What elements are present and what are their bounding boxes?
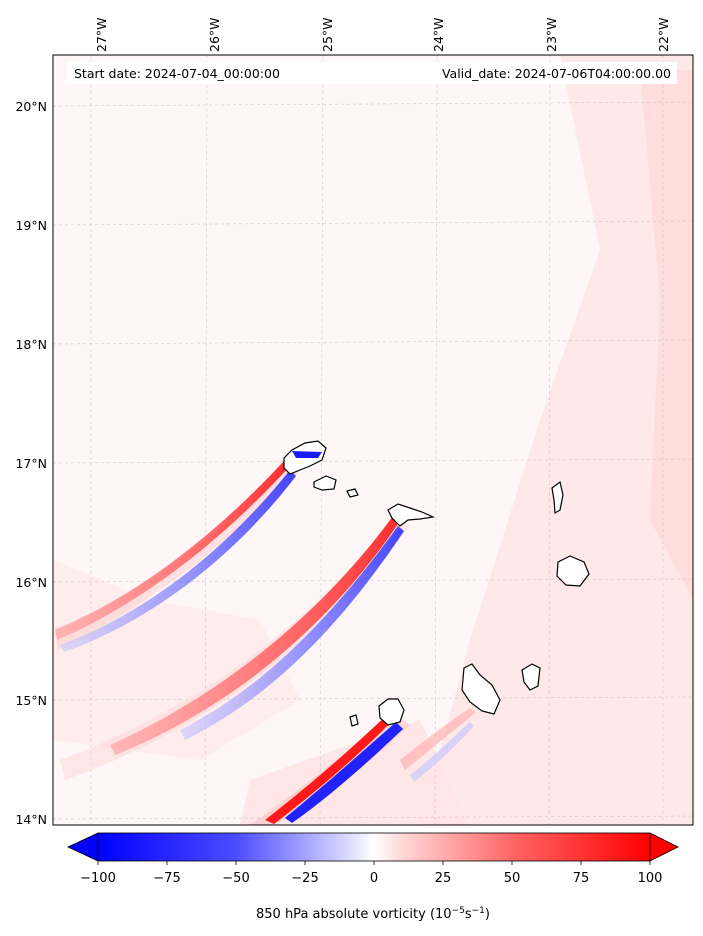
island-brava [349, 714, 359, 727]
island-santiago [461, 663, 501, 715]
lon-label: 25°W [320, 17, 335, 52]
map-panel: Start date: 2024-07-04_00:00:00 Valid_da… [53, 55, 693, 825]
coastlines [283, 440, 590, 727]
island-fogo [378, 698, 405, 726]
colorbar-tick-label: 25 [435, 871, 452, 886]
island-sao-vicente [313, 475, 337, 491]
island-maio [521, 663, 541, 691]
lat-label: 16°N [15, 575, 47, 590]
colorbar-title: 850 hPa absolute vorticity (10−5s−1) [256, 906, 490, 922]
lon-label: 22°W [656, 17, 671, 52]
colorbar-tick-label: −100 [80, 871, 116, 886]
vorticity-streak-north [55, 460, 300, 652]
lon-label: 27°W [94, 17, 109, 52]
lat-label: 18°N [15, 337, 47, 352]
colorbar-tick-label: −25 [291, 871, 318, 886]
vorticity-positive-field [420, 55, 693, 825]
lat-label: 14°N [15, 812, 47, 827]
island-santa-luzia [346, 488, 359, 498]
colorbar-tick-label: 50 [504, 871, 521, 886]
latitude-labels: 20°N 19°N 18°N 17°N 16°N 15°N 14°N [15, 99, 47, 827]
lat-label: 15°N [15, 693, 47, 708]
colorbar-min-extend [67, 832, 99, 862]
colorbar-gradient [97, 832, 651, 862]
lon-label: 24°W [431, 17, 446, 52]
island-sao-nicolau [387, 503, 436, 527]
lat-label: 17°N [15, 456, 47, 471]
island-boa-vista [556, 555, 590, 587]
map-frame [52, 54, 694, 826]
lat-label: 20°N [15, 99, 47, 114]
vorticity-streak-middle [60, 515, 410, 780]
vorticity-positive-field [640, 70, 693, 600]
colorbar: −100 −75 −50 −25 0 25 50 75 100 850 hPa … [67, 832, 679, 922]
longitude-labels: 27°W 26°W 25°W 24°W 23°W 22°W [94, 17, 671, 52]
graticule [53, 55, 693, 825]
colorbar-tick-label: 100 [638, 871, 663, 886]
colorbar-max-extend [649, 832, 679, 862]
start-date-label: Start date: 2024-07-04_00:00:00 [74, 66, 280, 81]
colorbar-tick-label: 75 [573, 871, 590, 886]
header-box [67, 62, 677, 84]
colorbar-tick-label: −50 [222, 871, 249, 886]
island-sal [551, 480, 564, 515]
lat-label: 19°N [15, 218, 47, 233]
lon-label: 23°W [544, 17, 559, 52]
colorbar-ticks [97, 861, 651, 865]
colorbar-tick-label: −75 [153, 871, 180, 886]
vorticity-streak-south [250, 708, 476, 825]
valid-date-label: Valid_date: 2024-07-06T04:00:00.00 [442, 66, 671, 81]
colorbar-tick-label: 0 [370, 871, 378, 886]
lon-label: 26°W [207, 17, 222, 52]
